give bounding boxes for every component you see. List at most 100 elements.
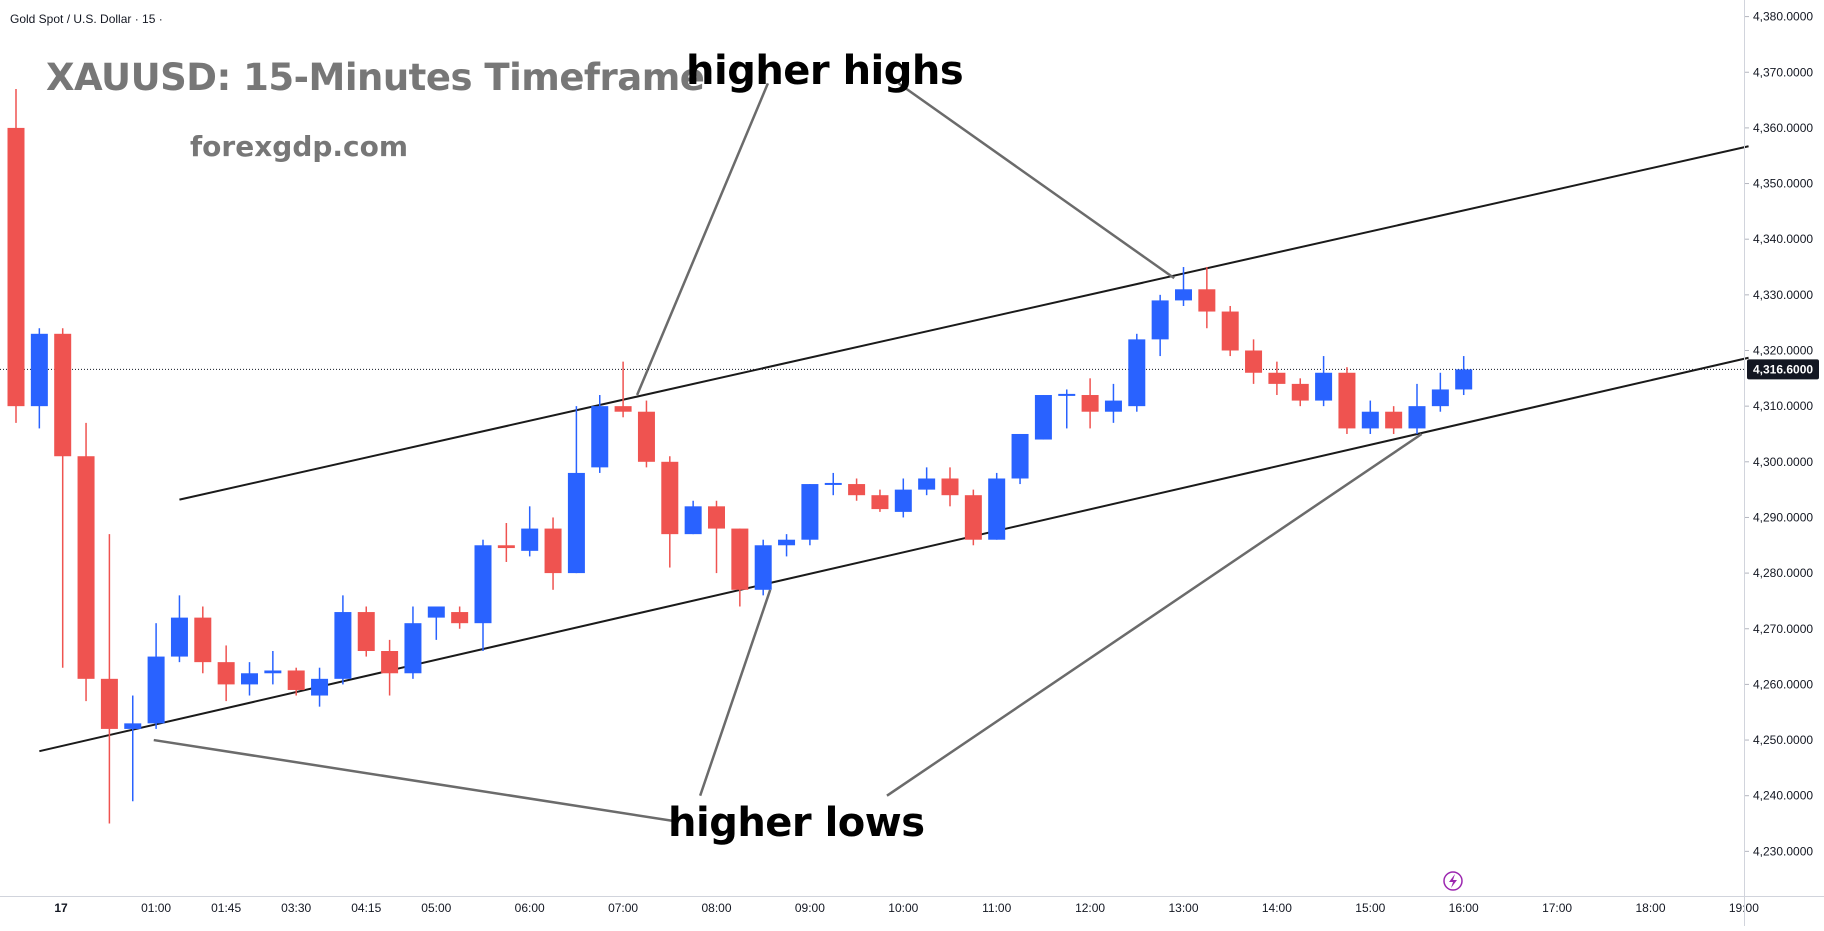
candle-body — [311, 678, 329, 696]
symbol-label[interactable]: Gold Spot / U.S. Dollar · 15 · — [10, 12, 163, 26]
candle-body — [427, 606, 445, 618]
time-tick-label: 04:15 — [351, 901, 381, 915]
candle-body — [1128, 339, 1146, 407]
candle-body — [591, 406, 609, 468]
candle-body — [1151, 300, 1169, 340]
candle-body — [1058, 393, 1076, 396]
time-tick-label: 12:00 — [1075, 901, 1105, 915]
time-axis[interactable]: 17 01:00 01:45 03:30 04:15 05:00 06:00 07:00 08:… — [54, 901, 1759, 915]
candle — [1058, 389, 1076, 429]
candle-body — [1198, 289, 1216, 312]
price-tick-label: 4,350.0000 — [1753, 177, 1813, 191]
candle-body — [1338, 372, 1356, 429]
candle-body — [848, 484, 866, 496]
candle — [1455, 356, 1473, 396]
candle-body — [684, 506, 702, 535]
candle — [1245, 339, 1263, 384]
candle-body — [77, 456, 95, 679]
candle-body — [100, 678, 118, 729]
candle — [357, 606, 375, 657]
candle — [474, 539, 492, 652]
price-axis[interactable]: 4,380.0000 4,370.0000 4,360.0000 4,350.0000… — [1744, 10, 1813, 859]
higher-highs-pointer — [635, 82, 770, 396]
candle-body — [1361, 411, 1379, 429]
candle — [311, 667, 329, 707]
price-tick-label: 4,380.0000 — [1753, 10, 1813, 24]
candle — [848, 478, 866, 501]
candle — [1291, 378, 1309, 407]
price-tick-label: 4,330.0000 — [1753, 288, 1813, 302]
candle-body — [1221, 311, 1239, 351]
candle — [684, 500, 702, 535]
price-tick-label: 4,230.0000 — [1753, 844, 1813, 858]
price-tick-label: 4,270.0000 — [1753, 622, 1813, 636]
candle-body — [988, 478, 1006, 540]
candle — [264, 651, 282, 685]
upper-channel-line — [179, 145, 1749, 501]
price-tick-label: 4,360.0000 — [1753, 121, 1813, 135]
candle — [941, 467, 959, 507]
candle-body — [964, 495, 982, 540]
candles — [7, 88, 1473, 824]
candle — [824, 472, 842, 496]
last-price-badge-bg — [1747, 359, 1819, 380]
trendlines — [39, 145, 1749, 753]
candle — [661, 456, 679, 568]
candle — [1268, 361, 1286, 396]
candle — [30, 328, 48, 429]
candle-body — [1385, 411, 1403, 429]
candle — [1315, 356, 1333, 407]
candle-body — [1175, 289, 1192, 301]
candle — [124, 695, 142, 802]
candle — [964, 489, 982, 546]
candle — [1221, 305, 1239, 357]
candle-body — [474, 545, 492, 624]
candle — [754, 539, 772, 596]
candle — [77, 422, 95, 702]
price-tick-label: 4,370.0000 — [1753, 65, 1813, 79]
candle — [1011, 433, 1029, 485]
higher-lows-label: higher lows — [668, 800, 925, 846]
candle — [287, 667, 305, 696]
candle-body — [264, 670, 282, 674]
candle-body — [1315, 372, 1333, 401]
candle-body — [1268, 372, 1286, 384]
candle-body — [287, 670, 305, 690]
time-tick-label: 07:00 — [608, 901, 638, 915]
time-tick-label: 17 — [54, 901, 68, 915]
candle — [1081, 378, 1099, 429]
candle-body — [1081, 395, 1099, 412]
last-price-badge-label: 4,316.6000 — [1753, 362, 1813, 376]
candle-body — [357, 612, 375, 652]
higher-lows-pointer — [153, 738, 673, 822]
candle-body — [1455, 369, 1473, 390]
flash-icon[interactable] — [1443, 871, 1463, 891]
price-tick-label: 4,300.0000 — [1753, 455, 1813, 469]
candle — [918, 467, 936, 496]
candle — [708, 500, 725, 574]
candle-body — [170, 617, 188, 657]
candle — [567, 406, 585, 574]
candle-body — [334, 612, 352, 679]
candle — [1104, 383, 1122, 423]
candle — [591, 395, 609, 473]
candle — [894, 478, 912, 518]
candle-body — [521, 528, 539, 551]
candle-body — [731, 528, 749, 590]
price-tick-label: 4,310.0000 — [1753, 399, 1813, 413]
candle-body — [637, 411, 655, 462]
site-watermark: forexgdp.com — [190, 130, 409, 163]
price-tick-label: 4,280.0000 — [1753, 566, 1813, 580]
candle — [871, 489, 889, 512]
candle-body — [1034, 395, 1052, 440]
candle — [731, 528, 749, 607]
candle-body — [614, 406, 632, 412]
candle-body — [497, 545, 515, 549]
higher-highs-pointer — [897, 82, 1175, 280]
higher-highs-label: higher highs — [686, 48, 964, 94]
price-tick-label: 4,340.0000 — [1753, 232, 1813, 246]
candle-body — [918, 478, 936, 490]
candle-body — [124, 723, 142, 729]
